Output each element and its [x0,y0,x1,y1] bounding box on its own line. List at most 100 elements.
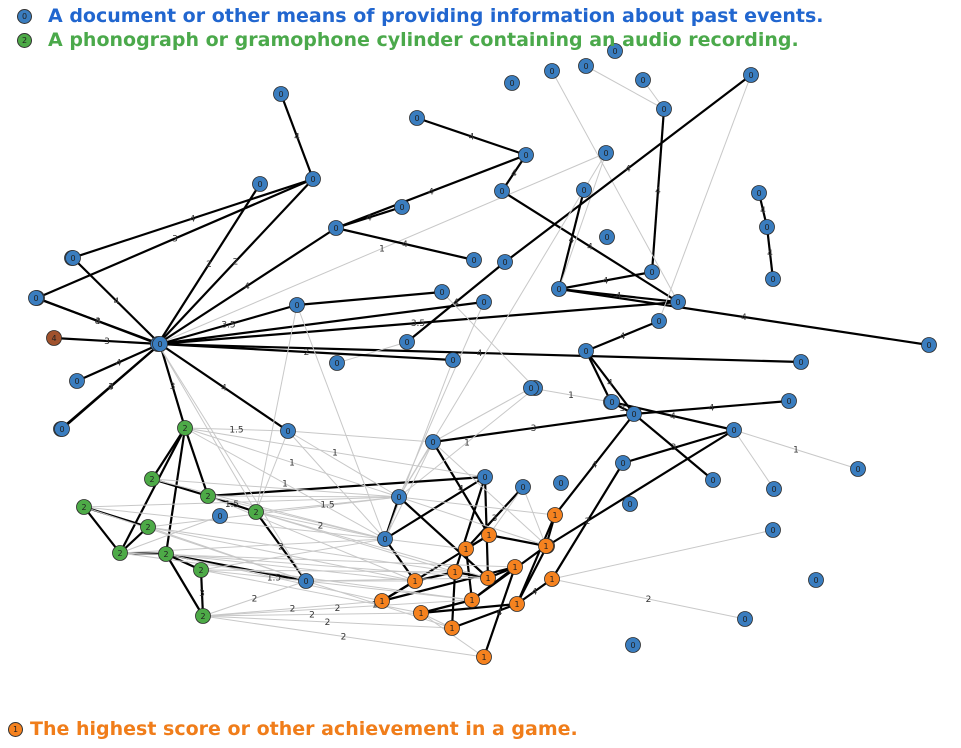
node-a22[interactable]: 0 [576,182,592,198]
node-a57[interactable]: 0 [515,479,531,495]
node-a33[interactable]: 0 [651,313,667,329]
node-a27[interactable]: 0 [551,281,567,297]
node-circle[interactable] [509,596,525,612]
node-circle[interactable] [413,605,429,621]
node-a21[interactable]: 0 [656,101,672,117]
node-circle[interactable] [599,229,615,245]
node-g2[interactable]: 2 [144,471,160,487]
node-g10[interactable]: 2 [195,608,211,624]
node-circle[interactable] [759,219,775,235]
node-o8[interactable]: 1 [480,570,496,586]
node-a1[interactable]: 0 [273,86,289,102]
node-circle[interactable] [329,355,345,371]
node-a28[interactable]: 0 [599,229,615,245]
node-o13[interactable]: 1 [538,538,554,554]
node-a67[interactable]: 0 [808,572,824,588]
node-circle[interactable] [425,434,441,450]
node-circle[interactable] [195,608,211,624]
node-circle[interactable] [391,489,407,505]
node-a70[interactable]: 0 [625,637,641,653]
node-o1[interactable]: 1 [481,527,497,543]
node-a15[interactable]: 0 [494,183,510,199]
node-circle[interactable] [504,75,520,91]
node-o16[interactable]: 1 [476,649,492,665]
node-circle[interactable] [751,185,767,201]
node-a68[interactable]: 0 [765,522,781,538]
node-a47[interactable]: 0 [212,508,228,524]
node-circle[interactable] [374,593,390,609]
node-circle[interactable] [289,297,305,313]
node-circle[interactable] [705,472,721,488]
node-circle[interactable] [507,559,523,575]
node-circle[interactable] [434,284,450,300]
node-o14[interactable]: 1 [374,593,390,609]
node-a11[interactable]: 0 [544,63,560,79]
node-circle[interactable] [635,72,651,88]
node-circle[interactable] [144,471,160,487]
node-g3[interactable]: 2 [200,488,216,504]
node-circle[interactable] [553,475,569,491]
node-circle[interactable] [544,63,560,79]
node-o10[interactable]: 1 [464,592,480,608]
node-o9[interactable]: 1 [507,559,523,575]
node-a29[interactable]: 0 [921,337,937,353]
node-a41[interactable]: 0 [28,290,44,306]
node-a55[interactable]: 0 [850,461,866,477]
node-a54[interactable]: 0 [726,422,742,438]
node-circle[interactable] [409,110,425,126]
node-a39[interactable]: 0 [69,373,85,389]
node-a37[interactable]: 0 [399,334,415,350]
node-circle[interactable] [670,294,686,310]
node-circle[interactable] [305,171,321,187]
node-a69[interactable]: 0 [737,611,753,627]
node-o12[interactable]: 1 [509,596,525,612]
node-circle[interactable] [598,145,614,161]
node-a34[interactable]: 0 [743,67,759,83]
node-circle[interactable] [604,394,620,410]
node-a42[interactable]: 0 [152,336,168,352]
node-circle[interactable] [464,592,480,608]
node-circle[interactable] [477,469,493,485]
node-circle[interactable] [212,508,228,524]
node-o11[interactable]: 1 [413,605,429,621]
node-a16[interactable]: 0 [466,252,482,268]
node-g6[interactable]: 2 [140,519,156,535]
node-circle[interactable] [808,572,824,588]
node-circle[interactable] [394,199,410,215]
node-circle[interactable] [766,481,782,497]
node-circle[interactable] [615,455,631,471]
node-circle[interactable] [781,393,797,409]
node-circle[interactable] [444,620,460,636]
node-g9[interactable]: 2 [193,562,209,578]
node-o7[interactable]: 1 [447,564,463,580]
node-circle[interactable] [523,380,539,396]
node-br[interactable]: 4 [46,330,62,346]
node-a64[interactable]: 0 [615,455,631,471]
node-circle[interactable] [850,461,866,477]
node-a30[interactable]: 0 [751,185,767,201]
node-a59[interactable]: 0 [477,469,493,485]
node-a60[interactable]: 0 [766,481,782,497]
node-circle[interactable] [518,147,534,163]
node-a49[interactable]: 0 [280,423,296,439]
node-circle[interactable] [743,67,759,83]
node-circle[interactable] [447,564,463,580]
node-circle[interactable] [65,250,81,266]
node-circle[interactable] [497,254,513,270]
node-a14[interactable]: 0 [518,147,534,163]
node-circle[interactable] [538,538,554,554]
node-g8[interactable]: 2 [158,546,174,562]
node-circle[interactable] [54,421,70,437]
node-circle[interactable] [140,519,156,535]
node-a24[interactable]: 0 [289,297,305,313]
node-a23[interactable]: 0 [644,264,660,280]
node-circle[interactable] [248,504,264,520]
node-circle[interactable] [252,176,268,192]
node-o5[interactable]: 1 [544,571,560,587]
node-circle[interactable] [152,336,168,352]
node-circle[interactable] [69,373,85,389]
node-a38[interactable]: 0 [445,352,461,368]
node-circle[interactable] [328,220,344,236]
node-circle[interactable] [76,499,92,515]
node-circle[interactable] [481,527,497,543]
